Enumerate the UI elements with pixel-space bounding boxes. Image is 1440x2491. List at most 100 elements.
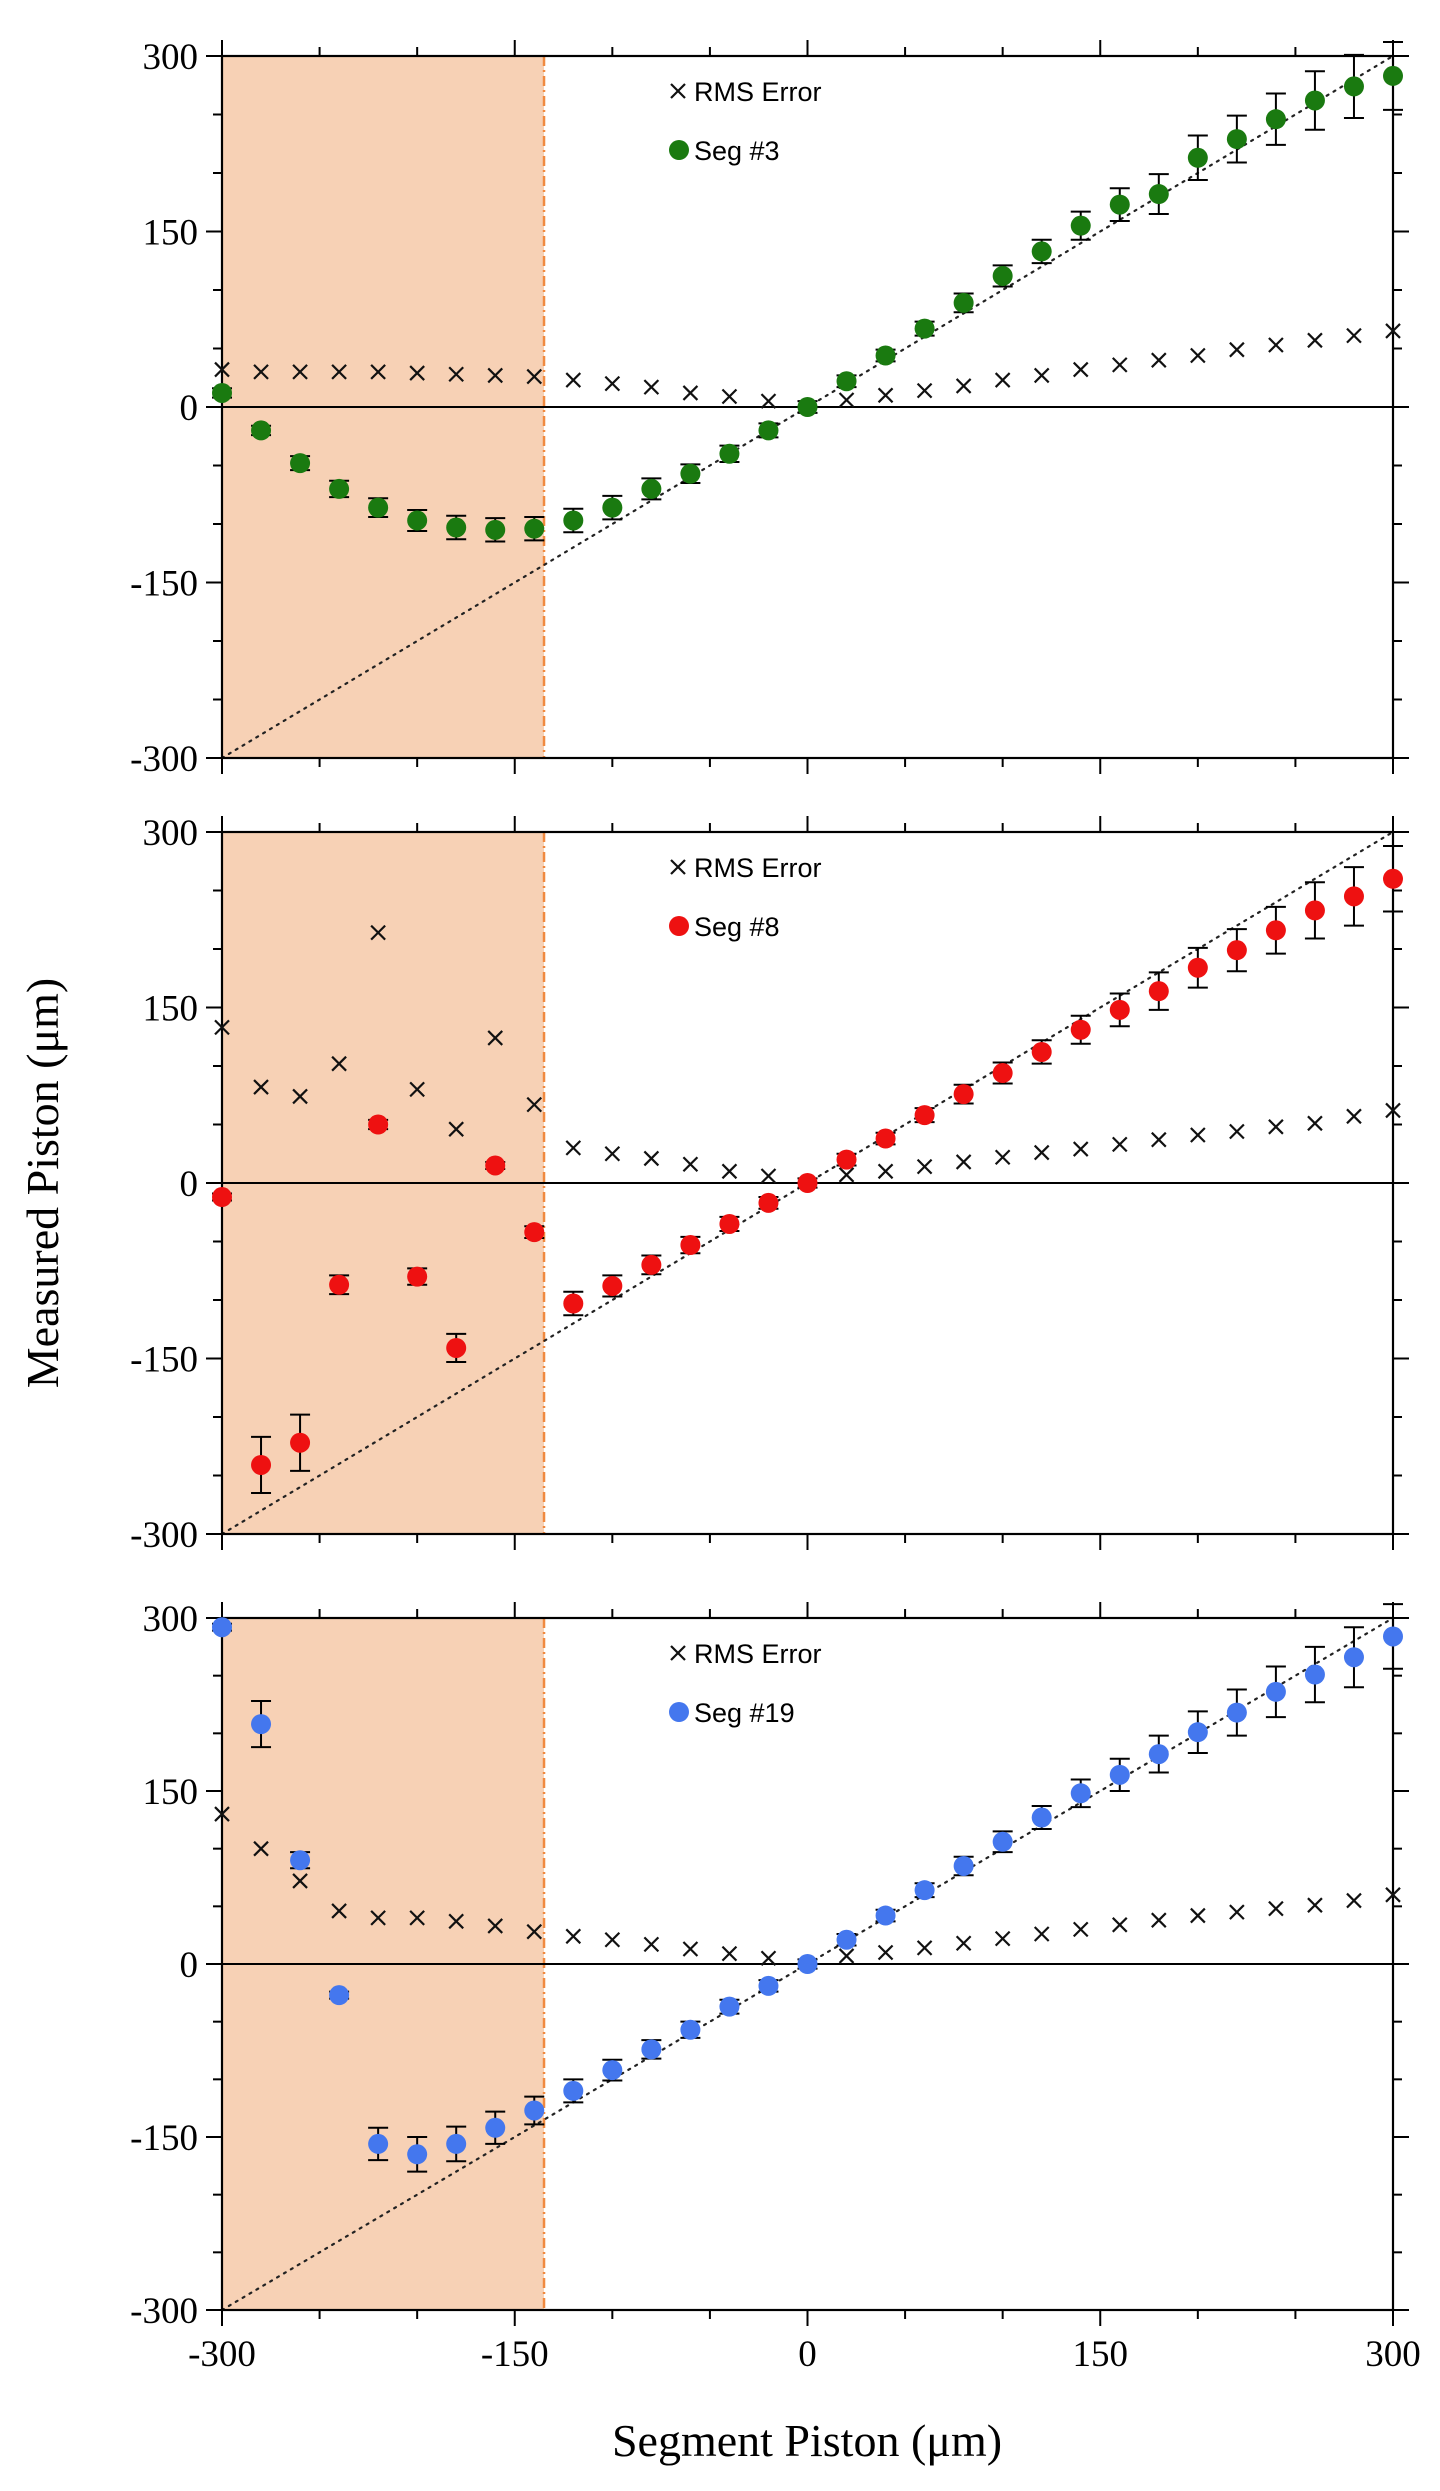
rms-error-point [838,1948,855,1964]
data-point [1304,900,1325,921]
rms-error-point [1190,1907,1206,1924]
data-point [524,518,545,539]
data-point [758,420,779,441]
rms-error-point [565,1928,582,1945]
rms-error-point [916,382,933,399]
data-point [992,1831,1013,1852]
legend-rms-label: RMS Error [694,1639,822,1669]
rms-error-point [994,372,1011,388]
data-point [1343,886,1364,907]
rms-error-point [1307,1897,1323,1913]
rms-error-point [487,1918,504,1934]
rms-error-point [760,393,777,409]
rms-error-point [1190,347,1206,364]
data-point [1070,215,1091,236]
y-tick-label: 150 [143,213,199,254]
data-point [797,397,818,417]
data-point [407,2144,428,2165]
rms-error-point [487,1030,504,1046]
data-point [914,1880,935,1901]
data-point [680,1235,701,1256]
data-point [524,2100,545,2121]
y-tick-label: 150 [143,1772,199,1813]
rms-error-point [682,385,699,401]
rms-error-point [643,1936,660,1953]
rms-error-point [877,1944,894,1961]
data-point [368,1114,389,1135]
data-point [1031,1041,1052,1062]
data-point [251,420,272,441]
y-tick-label: 0 [180,1945,199,1986]
rms-error-point [877,1163,894,1180]
data-point [329,478,350,499]
rms-error-point [838,392,855,408]
data-point [641,478,662,499]
data-point [1226,940,1247,961]
data-point [446,2133,467,2154]
rms-error-point [721,1163,738,1180]
y-tick-label: 150 [143,989,199,1030]
rms-error-point [1307,1115,1323,1132]
data-point [1070,1783,1091,1804]
data-point [602,497,623,518]
data-point [1383,65,1403,86]
rms-error-point [1229,1123,1245,1140]
rms-error-point [214,1806,230,1822]
data-point [485,2117,506,2138]
rms-error-point [1151,1131,1167,1148]
data-point [719,1213,740,1234]
data-point [1070,1019,1091,1040]
data-point [446,517,467,538]
data-point [407,510,428,531]
x-tick-label: 300 [1365,2334,1421,2375]
data-point [290,1432,311,1453]
data-point [836,371,857,392]
data-point [1109,1764,1130,1785]
data-point [992,1063,1013,1084]
data-point [1031,241,1052,262]
rms-error-point [253,1840,269,1857]
data-point [1031,1807,1052,1828]
data-point [641,1254,662,1275]
data-point [368,2133,389,2154]
rms-error-point [643,379,660,395]
panel-seg3: 300 150 0 -150 -300 RMS Error Seg #3 [130,37,1409,780]
data-point [602,2060,623,2081]
rms-error-point [721,1945,738,1962]
y-axis-title: Measured Piston (μm) [17,978,68,1389]
x-tick-label: 150 [1073,2334,1129,2375]
data-point [446,1337,467,1358]
data-point [1304,90,1325,111]
y-tick-label: -150 [130,2118,198,2159]
legend-rms-label: RMS Error [694,853,822,883]
data-point [875,1905,896,1926]
data-point [758,1192,779,1213]
rms-error-point [292,1873,308,1889]
rms-error-point [1033,367,1050,384]
rms-error-point [916,1158,933,1175]
rms-error-point [955,1154,972,1170]
legend-series-marker [669,140,689,160]
rms-error-point [1072,361,1089,378]
rms-error-point [448,1121,464,1137]
data-point [1187,147,1208,168]
legend-rms-label: RMS Error [694,77,822,107]
data-point [1304,1664,1325,1685]
data-point [1383,1626,1403,1647]
panel-seg19: 300 150 0 -150 -300-300 -150 0 150 300 RMS Error S… [130,1599,1421,2375]
rms-error-point [1111,1917,1128,1933]
rms-error-point [487,367,504,384]
data-point [329,1985,350,2006]
data-point [1187,957,1208,978]
rms-error-point [370,924,386,941]
rms-error-point [1268,1900,1284,1917]
rms-error-point [1385,323,1401,339]
y-tick-label: 0 [180,388,199,429]
rms-error-point [526,368,543,385]
data-point [953,1855,974,1876]
rms-error-point [253,364,269,380]
rms-error-point [370,364,386,380]
rms-error-point [214,361,230,378]
legend: RMS Error Seg #19 [669,1639,822,1728]
data-point [563,1293,584,1314]
